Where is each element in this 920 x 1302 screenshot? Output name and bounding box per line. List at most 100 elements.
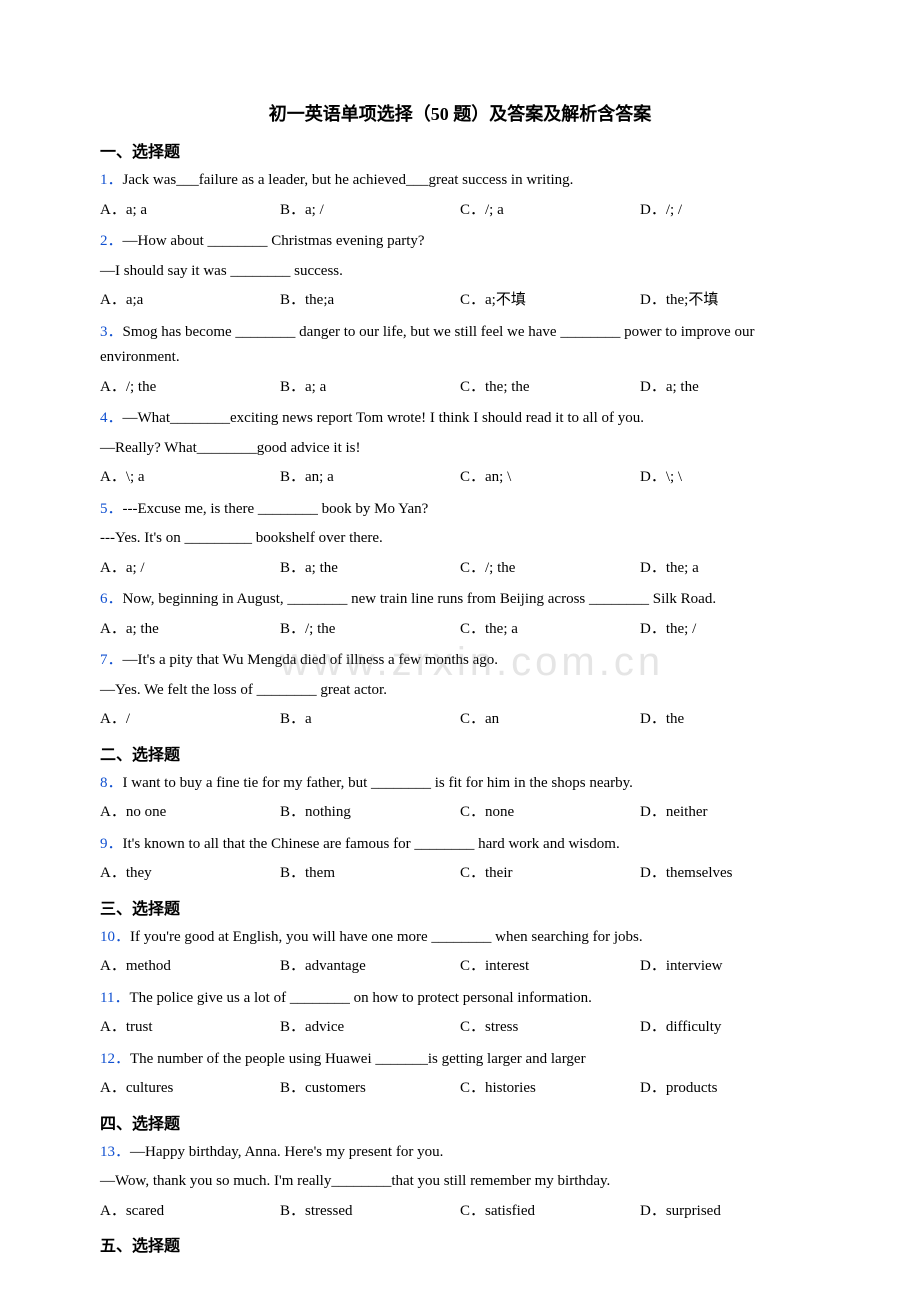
options-row: A．a; theB．/; theC．the; aD．the; /	[100, 617, 820, 643]
question-number: 5．	[100, 501, 123, 517]
option: A．they	[100, 861, 280, 887]
question-line: ---Yes. It's on _________ bookshelf over…	[100, 530, 383, 546]
question-text: 6．Now, beginning in August, ________ new…	[100, 587, 820, 613]
question-number: 3．	[100, 324, 123, 340]
content-area: 一、选择题 1．Jack was___failure as a leader, b…	[100, 138, 820, 1256]
question-line: The number of the people using Huawei __…	[130, 1051, 586, 1067]
question-number: 11．	[100, 990, 129, 1006]
option: D．the; /	[640, 617, 820, 643]
option: C．the; a	[460, 617, 640, 643]
option: A．\; a	[100, 465, 280, 491]
question: 9．It's known to all that the Chinese are…	[100, 832, 820, 887]
option: D．surprised	[640, 1199, 820, 1225]
question: 1．Jack was___failure as a leader, but he…	[100, 168, 820, 223]
section-header: 五、选择题	[100, 1232, 820, 1256]
options-row: A．a; /B．a; theC．/; theD．the; a	[100, 556, 820, 582]
question-number: 12．	[100, 1051, 130, 1067]
option: A．cultures	[100, 1076, 280, 1102]
option: B．stressed	[280, 1199, 460, 1225]
question-number: 8．	[100, 775, 123, 791]
option: D．the;不填	[640, 288, 820, 314]
option: A．scared	[100, 1199, 280, 1225]
option: D．products	[640, 1076, 820, 1102]
option: C．stress	[460, 1015, 640, 1041]
question-text: 3．Smog has become ________ danger to our…	[100, 320, 820, 371]
option: D．/; /	[640, 198, 820, 224]
question-text: 1．Jack was___failure as a leader, but he…	[100, 168, 820, 194]
option: A．a;a	[100, 288, 280, 314]
options-row: A．methodB．advantageC．interestD．interview	[100, 954, 820, 980]
section-header: 一、选择题	[100, 138, 820, 162]
option: C．histories	[460, 1076, 640, 1102]
option: C．satisfied	[460, 1199, 640, 1225]
option: D．themselves	[640, 861, 820, 887]
question: 5．---Excuse me, is there ________ book b…	[100, 497, 820, 582]
question-line: Smog has become ________ danger to our l…	[100, 324, 754, 366]
option: D．interview	[640, 954, 820, 980]
question-text: 2．—How about ________ Christmas evening …	[100, 229, 820, 255]
page-title: 初一英语单项选择（50 题）及答案及解析含答案	[100, 100, 820, 126]
question-text: —Yes. We felt the loss of ________ great…	[100, 678, 820, 704]
option: C．/; a	[460, 198, 640, 224]
option: D．a; the	[640, 375, 820, 401]
option: A．trust	[100, 1015, 280, 1041]
option: A．no one	[100, 800, 280, 826]
options-row: A．/; theB．a; aC．the; theD．a; the	[100, 375, 820, 401]
option: D．difficulty	[640, 1015, 820, 1041]
option: D．\; \	[640, 465, 820, 491]
option: A．method	[100, 954, 280, 980]
question-text: 11．The police give us a lot of ________ …	[100, 986, 820, 1012]
options-row: A．a;aB．the;aC．a;不填D．the;不填	[100, 288, 820, 314]
question-text: 8．I want to buy a fine tie for my father…	[100, 771, 820, 797]
option: D．neither	[640, 800, 820, 826]
options-row: A．trustB．adviceC．stressD．difficulty	[100, 1015, 820, 1041]
section-header: 四、选择题	[100, 1110, 820, 1134]
option: B．advantage	[280, 954, 460, 980]
option: C．/; the	[460, 556, 640, 582]
section-header: 二、选择题	[100, 741, 820, 765]
option: B．a; a	[280, 375, 460, 401]
question: 12．The number of the people using Huawei…	[100, 1047, 820, 1102]
question-text: 13．—Happy birthday, Anna. Here's my pres…	[100, 1140, 820, 1166]
option: C．interest	[460, 954, 640, 980]
question-number: 10．	[100, 929, 130, 945]
question-line: It's known to all that the Chinese are f…	[123, 836, 620, 852]
question-line: —I should say it was ________ success.	[100, 263, 343, 279]
question-line: ---Excuse me, is there ________ book by …	[123, 501, 429, 517]
option: B．a	[280, 707, 460, 733]
question-number: 6．	[100, 591, 123, 607]
question: 6．Now, beginning in August, ________ new…	[100, 587, 820, 642]
option: C．a;不填	[460, 288, 640, 314]
question-text: ---Yes. It's on _________ bookshelf over…	[100, 526, 820, 552]
question-line: —It's a pity that Wu Mengda died of illn…	[123, 652, 499, 668]
options-row: A．\; aB．an; aC．an; \D．\; \	[100, 465, 820, 491]
question: 10．If you're good at English, you will h…	[100, 925, 820, 980]
question: 13．—Happy birthday, Anna. Here's my pres…	[100, 1140, 820, 1225]
option: B．a; /	[280, 198, 460, 224]
question: 7．—It's a pity that Wu Mengda died of il…	[100, 648, 820, 733]
option: D．the; a	[640, 556, 820, 582]
question-text: 7．—It's a pity that Wu Mengda died of il…	[100, 648, 820, 674]
options-row: A．culturesB．customersC．historiesD．produc…	[100, 1076, 820, 1102]
option: B．a; the	[280, 556, 460, 582]
question-number: 7．	[100, 652, 123, 668]
option: C．their	[460, 861, 640, 887]
question-text: 10．If you're good at English, you will h…	[100, 925, 820, 951]
option: C．the; the	[460, 375, 640, 401]
question-number: 4．	[100, 410, 123, 426]
option: C．an	[460, 707, 640, 733]
option: A．/	[100, 707, 280, 733]
question-line: —Really? What________good advice it is!	[100, 440, 361, 456]
option: B．advice	[280, 1015, 460, 1041]
option: B．customers	[280, 1076, 460, 1102]
question-text: —I should say it was ________ success.	[100, 259, 820, 285]
question-text: 12．The number of the people using Huawei…	[100, 1047, 820, 1073]
question-line: —How about ________ Christmas evening pa…	[123, 233, 425, 249]
question: 11．The police give us a lot of ________ …	[100, 986, 820, 1041]
question-line: The police give us a lot of ________ on …	[129, 990, 591, 1006]
question-line: Jack was___failure as a leader, but he a…	[123, 172, 574, 188]
question-text: 5．---Excuse me, is there ________ book b…	[100, 497, 820, 523]
option: B．/; the	[280, 617, 460, 643]
question-text: —Wow, thank you so much. I'm really_____…	[100, 1169, 820, 1195]
question: 8．I want to buy a fine tie for my father…	[100, 771, 820, 826]
